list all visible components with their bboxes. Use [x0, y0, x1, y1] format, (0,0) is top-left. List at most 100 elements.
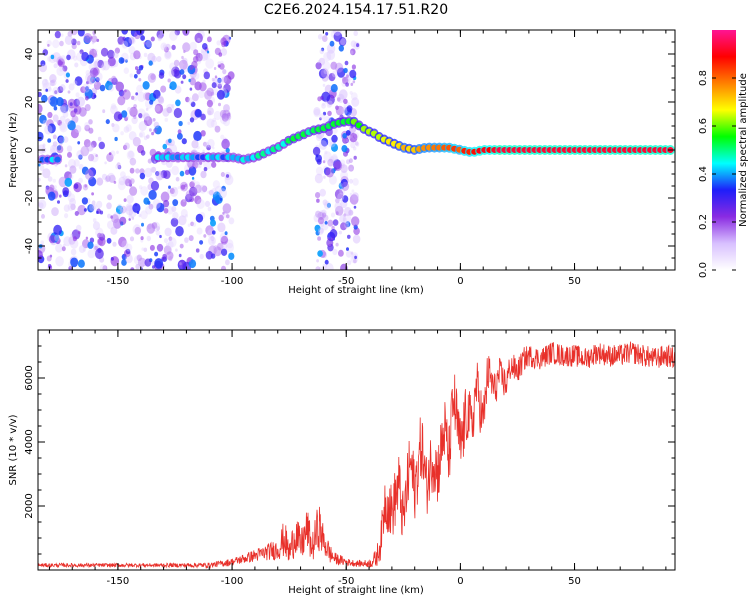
spectrogram-noise-blob — [42, 49, 49, 56]
spectrogram-noise-blob — [100, 47, 109, 57]
spectrogram-noise-blob — [77, 259, 85, 268]
spectrogram-panel: -150 -100 -50 0 50 -40 -20 0 20 40 Height of str… — [8, 29, 676, 296]
spectrogram-noise-blob — [45, 88, 48, 92]
spectrogram-noise-blob — [225, 147, 230, 153]
spectrogram-noise-blob — [182, 42, 191, 53]
colorbar-tick-label: 0.0 — [698, 262, 709, 278]
spectrogram-y-tick-label: -40 — [24, 238, 35, 254]
spectrogram-noise-blob — [171, 104, 175, 108]
spectrogram-noise-blob — [169, 81, 177, 91]
spectrogram-noise-blob — [350, 167, 353, 171]
snr-series-line — [38, 341, 675, 570]
spectrogram-noise-blob — [139, 131, 146, 138]
colorbar-tick-label: 0.8 — [698, 70, 709, 86]
spectrogram-noise-blob — [330, 212, 336, 218]
spectrogram-noise-blob — [110, 215, 114, 219]
spectrogram-noise-blob — [142, 112, 150, 121]
spectrogram-noise-blob — [64, 177, 73, 187]
spectrogram-noise-blob — [92, 67, 100, 76]
spectrogram-noise-blob — [199, 50, 209, 62]
spectrogram-noise-blob — [210, 119, 218, 128]
spectrogram-noise-blob — [158, 72, 165, 79]
spectrogram-noise-blob — [67, 120, 76, 131]
spectrogram-noise-blob — [74, 62, 79, 68]
spectrogram-noise-blob — [70, 257, 79, 268]
spectrogram-noise-blob — [85, 86, 89, 91]
spectrogram-noise-blob — [152, 118, 156, 122]
spectrogram-noise-blob — [327, 100, 333, 107]
spectrogram-noise-blob — [200, 49, 204, 53]
spectrogram-noise-blob — [328, 175, 337, 185]
spectrogram-noise-blob — [335, 197, 340, 204]
spectrogram-noise-blob — [60, 104, 69, 114]
spectrogram-noise-blob — [110, 150, 116, 157]
colorbar-tick-label: 0.4 — [698, 166, 709, 182]
spectrogram-noise-blob — [320, 68, 329, 78]
spectrogram-noise-blob — [147, 72, 157, 83]
spectrogram-noise-blob — [106, 202, 112, 210]
spectrogram-noise-blob — [175, 187, 178, 191]
spectrogram-noise-blob — [168, 256, 173, 262]
spectrogram-noise-blob — [206, 87, 214, 97]
spectrogram-noise-blob — [353, 155, 357, 160]
spectrogram-noise-blob — [207, 190, 210, 194]
spectrogram-noise-blob — [139, 185, 143, 190]
spectrogram-noise-blob — [154, 105, 161, 112]
spectrogram-noise-blob — [65, 118, 71, 125]
spectrogram-noise-blob — [189, 117, 195, 123]
spectrogram-noise-blob — [206, 118, 215, 128]
spectrogram-noise-blob — [64, 35, 73, 45]
spectrogram-noise-blob — [59, 40, 64, 47]
spectrogram-noise-blob — [70, 110, 76, 118]
spectrogram-noise-blob — [73, 80, 78, 86]
spectrogram-noise-blob — [143, 135, 148, 141]
spectrogram-noise-blob — [126, 115, 130, 119]
spectrogram-noise-blob — [38, 144, 46, 154]
spectrogram-noise-blob — [84, 122, 90, 129]
spectrogram-noise-blob — [319, 113, 325, 120]
spectrogram-noise-blob — [121, 240, 129, 249]
spectrogram-noise-blob — [341, 181, 350, 191]
spectrogram-noise-blob — [129, 73, 133, 78]
spectrogram-noise-blob — [317, 250, 323, 257]
spectrogram-noise-blob — [325, 167, 334, 178]
spectrogram-noise-blob — [154, 103, 164, 114]
spectrogram-noise-blob — [220, 172, 225, 177]
snr-x-tick-label: -150 — [107, 576, 130, 587]
snr-y-tick-label: 4000 — [24, 429, 35, 454]
snr-y-ticks: 2000 4000 6000 — [24, 329, 675, 571]
spectrogram-noise-blob — [315, 62, 322, 70]
spectrogram-noise-blob — [205, 58, 215, 69]
spectrogram-noise-blob — [163, 238, 169, 244]
spectrogram-noise-blob — [210, 219, 216, 227]
spectrogram-noise-blob — [55, 256, 64, 267]
spectrogram-noise-blob — [78, 154, 83, 160]
spectrogram-y-tick-label: -20 — [24, 190, 35, 206]
spectrogram-noise-blob — [156, 243, 164, 252]
spectrogram-noise-blob — [345, 138, 349, 143]
spectrogram-noise-blob — [330, 61, 338, 70]
spectrogram-noise-blob — [47, 111, 53, 119]
spectrogram-noise-blob — [193, 72, 200, 80]
spectrogram-noise-blob — [93, 61, 99, 68]
spectrogram-noise-blob — [352, 234, 361, 244]
spectrogram-noise-blob — [59, 105, 66, 113]
spectrogram-noise-blob — [179, 262, 182, 266]
spectrogram-noise-blob — [165, 103, 174, 114]
spectrogram-noise-blob — [157, 37, 162, 42]
spectrogram-noise-blob — [197, 37, 201, 42]
spectrogram-noise-blob — [319, 140, 328, 150]
spectrogram-noise-blob — [52, 144, 57, 150]
spectrogram-noise-blob — [332, 248, 338, 256]
spectrogram-noise-blob — [151, 131, 155, 136]
spectrogram-noise-blob — [107, 213, 111, 219]
snr-y-tick-label: 2000 — [24, 493, 35, 518]
spectrogram-noise-blob — [166, 106, 172, 114]
spectrogram-noise-blob — [143, 52, 148, 58]
spectrogram-noise-blob — [70, 248, 77, 256]
spectrogram-noise-blob — [86, 142, 94, 152]
spectrogram-noise-blob — [345, 250, 352, 258]
spectrogram-noise-blob — [138, 213, 142, 218]
spectrogram-noise-blob — [108, 152, 112, 156]
spectrogram-noise-blob — [156, 30, 164, 39]
